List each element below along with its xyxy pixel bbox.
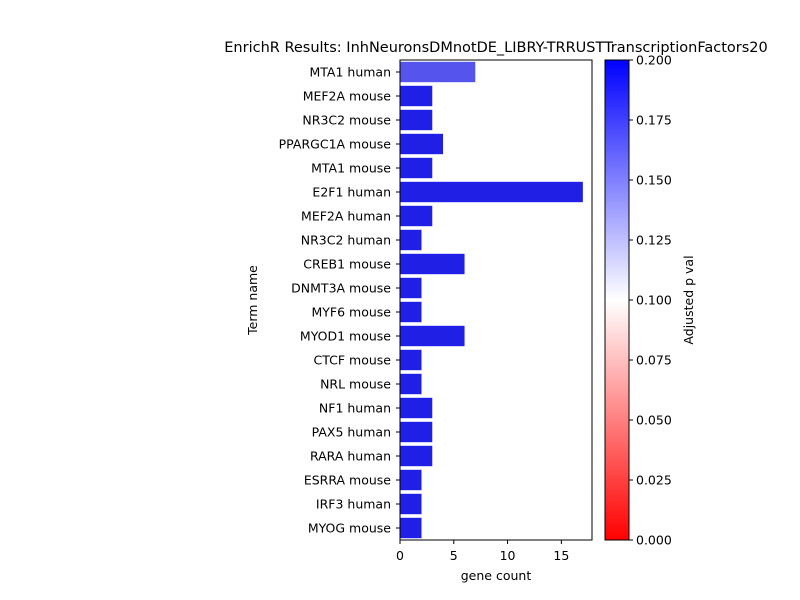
y-tick-labels: MTA1 human MEF2A mouse NR3C2 mouse PPARGC1A… <box>279 65 400 536</box>
y-tick-label: ESRRA mouse <box>304 473 391 488</box>
y-tick-label: NR3C2 human <box>301 233 391 248</box>
y-tick-label: CREB1 mouse <box>303 257 391 272</box>
bar <box>400 277 422 299</box>
y-tick-label: MYOG mouse <box>308 521 391 536</box>
y-tick-label: MEF2A mouse <box>303 89 392 104</box>
x-tick-label: 10 <box>500 548 516 563</box>
bar <box>400 349 422 371</box>
bar <box>400 61 476 83</box>
colorbar-tick-label: 0.200 <box>636 53 672 68</box>
bar <box>400 469 422 491</box>
colorbar <box>604 59 630 541</box>
bar <box>400 109 433 131</box>
x-tick-labels: 0 5 10 15 <box>396 540 569 563</box>
plot-frame <box>399 59 593 541</box>
y-tick-label: RARA human <box>310 449 391 464</box>
bar <box>400 181 583 203</box>
bar <box>400 373 422 395</box>
y-tick-label: MTA1 human <box>309 65 391 80</box>
bar <box>400 325 465 347</box>
bar <box>400 445 433 467</box>
colorbar-tick-label: 0.000 <box>636 533 672 548</box>
x-tick-label: 15 <box>553 548 569 563</box>
bar <box>400 133 444 155</box>
bar <box>400 397 433 419</box>
bar <box>400 85 433 107</box>
x-tick-label: 5 <box>450 548 458 563</box>
y-tick-label: E2F1 human <box>312 185 391 200</box>
bar <box>400 157 433 179</box>
y-tick-label: MYOD1 mouse <box>300 329 391 344</box>
colorbar-label: Adjusted p val <box>681 255 696 344</box>
y-tick-label: NRL mouse <box>320 377 391 392</box>
bar <box>400 253 465 275</box>
y-tick-label: CTCF mouse <box>314 353 392 368</box>
colorbar-ticks: 0.000 0.025 0.050 0.075 0.100 0.125 0.150 0.175… <box>629 53 672 548</box>
bar <box>400 301 422 323</box>
bar <box>400 517 422 539</box>
y-tick-label: NR3C2 mouse <box>302 113 391 128</box>
colorbar-tick-label: 0.125 <box>636 233 672 248</box>
y-tick-label: PPARGC1A mouse <box>279 137 392 152</box>
colorbar-tick-label: 0.075 <box>636 353 672 368</box>
colorbar-tick-label: 0.100 <box>636 293 672 308</box>
colorbar-tick-label: 0.050 <box>636 413 672 428</box>
chart-title: EnrichR Results: InhNeuronsDMnotDE_LIBRY… <box>224 40 767 56</box>
y-tick-label: NF1 human <box>319 401 391 416</box>
x-tick-label: 0 <box>396 548 404 563</box>
bar <box>400 205 433 227</box>
colorbar-tick-label: 0.025 <box>636 473 672 488</box>
bar <box>400 229 422 251</box>
bars-layer <box>400 61 583 539</box>
colorbar-tick-label: 0.175 <box>636 113 672 128</box>
y-tick-label: MYF6 mouse <box>312 305 392 320</box>
y-tick-label: MTA1 mouse <box>311 161 391 176</box>
y-tick-label: MEF2A human <box>301 209 391 224</box>
bar <box>400 421 433 443</box>
y-tick-label: PAX5 human <box>312 425 391 440</box>
colorbar-tick-label: 0.150 <box>636 173 672 188</box>
y-tick-label: DNMT3A mouse <box>291 281 391 296</box>
bar <box>400 493 422 515</box>
y-axis-label: Term name <box>245 265 260 336</box>
y-tick-label: IRF3 human <box>316 497 391 512</box>
x-axis-label: gene count <box>461 568 532 583</box>
